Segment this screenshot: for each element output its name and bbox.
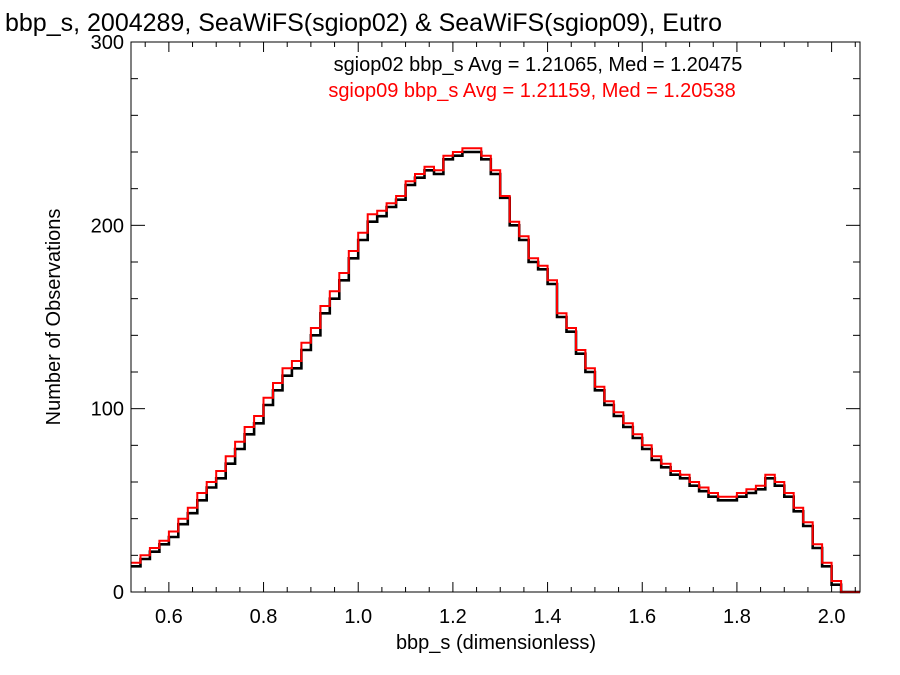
y-tick-label: 0 [113, 582, 124, 604]
plot-frame [130, 41, 861, 593]
ticks-layer: 0.6 0.8 1.0 1.2 1.4 1.6 1.8 2.0 0 100 200 300 [91, 32, 860, 628]
x-tick-label: 2.0 [818, 606, 846, 628]
annotation-sgiop02: sgiop02 bbp_s Avg = 1.21065, Med = 1.204… [334, 54, 743, 76]
y-tick-label: 100 [91, 399, 124, 421]
y-axis-label: Number of Observations [43, 209, 65, 426]
x-tick-label: 0.8 [250, 606, 278, 628]
series-layer [131, 147, 860, 594]
y-tick-label: 300 [91, 32, 124, 54]
x-tick-label: 1.2 [439, 606, 467, 628]
x-tick-label: 1.8 [723, 606, 751, 628]
y-tick-label: 200 [91, 215, 124, 237]
x-tick-label: 1.0 [344, 606, 372, 628]
x-tick-label: 1.6 [628, 606, 656, 628]
x-axis-label: bbp_s (dimensionless) [396, 632, 596, 654]
x-tick-label: 1.4 [534, 606, 562, 628]
annotation-sgiop09: sgiop09 bbp_s Avg = 1.21159, Med = 1.205… [328, 80, 735, 102]
series-line-sgiop02 [131, 150, 860, 594]
chart-title: bbp_s, 2004289, SeaWiFS(sgiop02) & SeaWi… [5, 9, 722, 37]
series-line-sgiop09 [131, 147, 860, 593]
x-tick-label: 0.6 [155, 606, 183, 628]
